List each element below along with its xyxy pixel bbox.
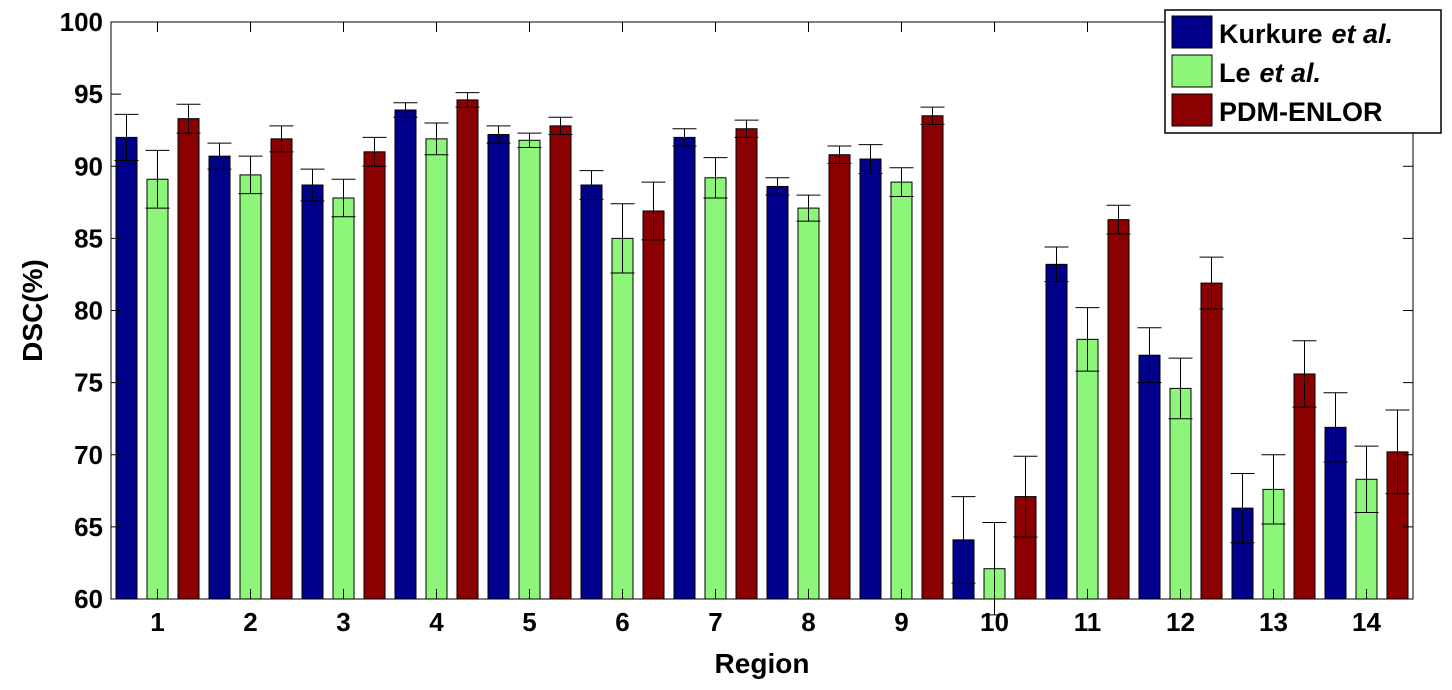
bar	[1138, 354, 1161, 600]
bar	[146, 178, 169, 600]
bar	[1107, 219, 1130, 600]
bar	[363, 151, 386, 600]
x-tick-label: 5	[522, 607, 536, 637]
legend-label-main: Kurkure	[1219, 19, 1323, 49]
legend-label-italic: et al.	[1260, 58, 1322, 88]
y-tick-label: 100	[60, 7, 103, 37]
bar	[239, 174, 262, 600]
bar	[115, 136, 138, 600]
bar	[270, 138, 293, 600]
y-axis-title: DSC(%)	[17, 259, 48, 362]
x-tick-label: 8	[801, 607, 815, 637]
bar	[673, 136, 696, 600]
bar	[642, 210, 665, 600]
bar	[425, 138, 448, 600]
bar	[1200, 282, 1223, 600]
y-tick-label: 90	[74, 151, 103, 181]
legend: Kurkure et al. Le et al. PDM-ENLOR	[1164, 9, 1442, 134]
bar	[859, 158, 882, 600]
legend-label: Le et al.	[1219, 58, 1321, 88]
x-tick-label: 12	[1166, 607, 1195, 637]
bar	[735, 128, 758, 600]
bar	[611, 237, 634, 600]
y-tick-label: 60	[74, 584, 103, 614]
error-bars-layer	[114, 92, 1410, 616]
legend-label: Kurkure et al.	[1219, 19, 1393, 49]
bar	[1169, 387, 1192, 600]
bar	[1293, 373, 1316, 600]
y-tick-label: 95	[74, 79, 103, 109]
x-axis-title: Region	[715, 648, 810, 679]
bar	[301, 184, 324, 600]
x-axis: 1 2 3 4 5 6 7 8 9 10 11 12 13 14	[150, 22, 1381, 637]
bar	[487, 134, 510, 600]
bar	[332, 197, 355, 600]
x-tick-label: 7	[708, 607, 722, 637]
y-tick-label: 80	[74, 296, 103, 326]
bar	[456, 99, 479, 600]
legend-swatch	[1171, 15, 1213, 49]
x-tick-label: 13	[1259, 607, 1288, 637]
bar	[518, 139, 541, 600]
bar	[177, 118, 200, 600]
legend-label-main: PDM-ENLOR	[1219, 97, 1383, 127]
bar	[1076, 338, 1099, 600]
bar	[890, 181, 913, 600]
x-tick-label: 10	[980, 607, 1009, 637]
legend-swatch	[1171, 54, 1213, 88]
y-tick-label: 65	[74, 512, 103, 542]
y-tick-label: 85	[74, 223, 103, 253]
legend-label-main: Le	[1219, 58, 1251, 88]
y-axis: 60 65 70 75 80 85 90 95 100	[60, 7, 1413, 614]
x-tick-label: 1	[150, 607, 164, 637]
y-tick-label: 70	[74, 440, 103, 470]
legend-label: PDM-ENLOR	[1219, 97, 1383, 127]
x-tick-label: 11	[1074, 607, 1102, 637]
bar	[766, 185, 789, 600]
bar	[394, 109, 417, 600]
legend-label-italic: et al.	[1332, 19, 1394, 49]
legend-swatch	[1171, 93, 1213, 127]
bar	[1045, 263, 1068, 600]
bar	[549, 125, 572, 600]
bar	[580, 184, 603, 600]
y-tick-label: 75	[74, 368, 103, 398]
x-tick-label: 9	[894, 607, 908, 637]
bars-layer	[115, 99, 1409, 600]
x-tick-label: 4	[429, 607, 444, 637]
x-tick-label: 14	[1352, 607, 1381, 637]
x-tick-label: 6	[615, 607, 629, 637]
x-tick-label: 2	[243, 607, 257, 637]
bar	[208, 155, 231, 600]
bar	[797, 207, 820, 600]
bar	[828, 154, 851, 600]
x-tick-label: 3	[336, 607, 350, 637]
bar	[921, 115, 944, 600]
bar	[704, 177, 727, 600]
